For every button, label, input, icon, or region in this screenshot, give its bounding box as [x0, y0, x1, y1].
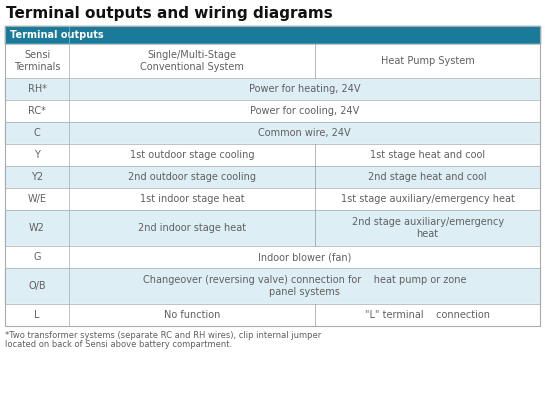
Bar — [5, 144, 540, 166]
Text: G: G — [33, 252, 41, 262]
Text: Y: Y — [34, 150, 40, 160]
Bar — [5, 44, 540, 78]
Text: No function: No function — [164, 310, 220, 320]
Text: 1st outdoor stage cooling: 1st outdoor stage cooling — [130, 150, 255, 160]
Text: W/E: W/E — [28, 194, 47, 204]
Text: Terminal outputs: Terminal outputs — [10, 30, 104, 40]
Bar — [5, 304, 540, 326]
Bar — [5, 188, 540, 210]
Text: Single/Multi-Stage
Conventional System: Single/Multi-Stage Conventional System — [140, 50, 244, 72]
Text: located on back of Sensi above battery compartment.: located on back of Sensi above battery c… — [5, 340, 232, 349]
Text: Power for heating, 24V: Power for heating, 24V — [249, 84, 360, 94]
Text: 1st stage auxiliary/emergency heat: 1st stage auxiliary/emergency heat — [341, 194, 514, 204]
Bar — [5, 246, 540, 268]
Bar — [5, 166, 540, 188]
Text: Changeover (reversing valve) connection for    heat pump or zone
panel systems: Changeover (reversing valve) connection … — [143, 275, 467, 297]
Text: Indoor blower (fan): Indoor blower (fan) — [258, 252, 352, 262]
Text: 2nd stage auxiliary/emergency
heat: 2nd stage auxiliary/emergency heat — [352, 217, 504, 239]
Text: Common wire, 24V: Common wire, 24V — [258, 128, 351, 138]
Text: Terminal outputs and wiring diagrams: Terminal outputs and wiring diagrams — [6, 6, 333, 21]
Text: "L" terminal    connection: "L" terminal connection — [365, 310, 490, 320]
Text: 2nd indoor stage heat: 2nd indoor stage heat — [138, 223, 246, 233]
Text: Heat Pump System: Heat Pump System — [381, 56, 475, 66]
Text: 1st indoor stage heat: 1st indoor stage heat — [140, 194, 245, 204]
Text: 2nd outdoor stage cooling: 2nd outdoor stage cooling — [128, 172, 256, 182]
Text: Y2: Y2 — [31, 172, 43, 182]
Text: 2nd stage heat and cool: 2nd stage heat and cool — [368, 172, 487, 182]
Bar — [5, 26, 540, 44]
Text: RH*: RH* — [28, 84, 47, 94]
Bar — [5, 78, 540, 100]
Bar — [5, 26, 540, 326]
Text: *Two transformer systems (separate RC and RH wires), clip internal jumper: *Two transformer systems (separate RC an… — [5, 331, 321, 340]
Text: C: C — [34, 128, 40, 138]
Text: RC*: RC* — [28, 106, 46, 116]
Text: L: L — [34, 310, 40, 320]
Bar — [5, 268, 540, 304]
Bar — [5, 210, 540, 246]
Bar — [5, 122, 540, 144]
Bar — [5, 100, 540, 122]
Text: 1st stage heat and cool: 1st stage heat and cool — [370, 150, 485, 160]
Text: W2: W2 — [29, 223, 45, 233]
Text: Sensi
Terminals: Sensi Terminals — [14, 50, 60, 72]
Text: O/B: O/B — [28, 281, 46, 291]
Text: Power for cooling, 24V: Power for cooling, 24V — [250, 106, 359, 116]
